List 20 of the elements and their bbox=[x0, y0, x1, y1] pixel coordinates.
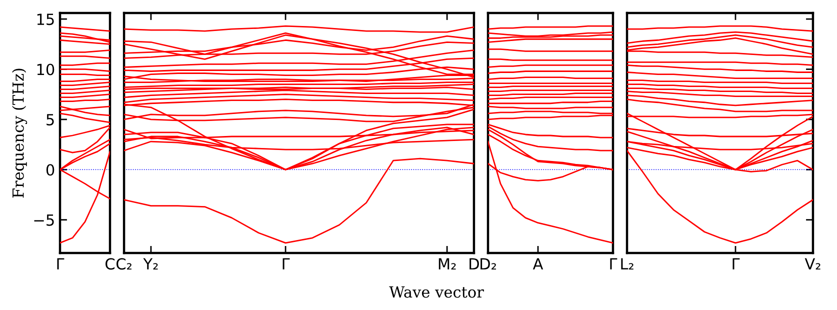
x-tick-label: D₂ bbox=[480, 258, 496, 270]
x-axis-title: Wave vector bbox=[389, 286, 484, 298]
y-tick-label: 15 bbox=[37, 14, 54, 26]
x-tick-label: C bbox=[106, 258, 115, 270]
x-tick-label: V₂ bbox=[804, 258, 820, 270]
y-tick-label: 10 bbox=[37, 64, 54, 76]
x-tick-label: L₂ bbox=[621, 258, 634, 270]
x-tick-label: Γ bbox=[282, 258, 290, 270]
x-tick-label: Y₂ bbox=[143, 258, 158, 270]
y-tick-label: 5 bbox=[46, 114, 54, 126]
x-tick-label: M₂ bbox=[438, 258, 456, 270]
x-tick-label: C₂ bbox=[116, 258, 132, 270]
y-tick-label: −5 bbox=[34, 214, 54, 226]
x-tick-label: Γ bbox=[732, 258, 740, 270]
y-axis-title: Frequency (THz) bbox=[12, 68, 28, 198]
x-tick-label: D bbox=[470, 258, 479, 270]
y-tick-label: 0 bbox=[46, 164, 54, 176]
x-tick-label: A bbox=[532, 258, 544, 270]
x-tick-label: Γ bbox=[610, 258, 618, 270]
x-tick-label: Γ bbox=[57, 258, 64, 270]
